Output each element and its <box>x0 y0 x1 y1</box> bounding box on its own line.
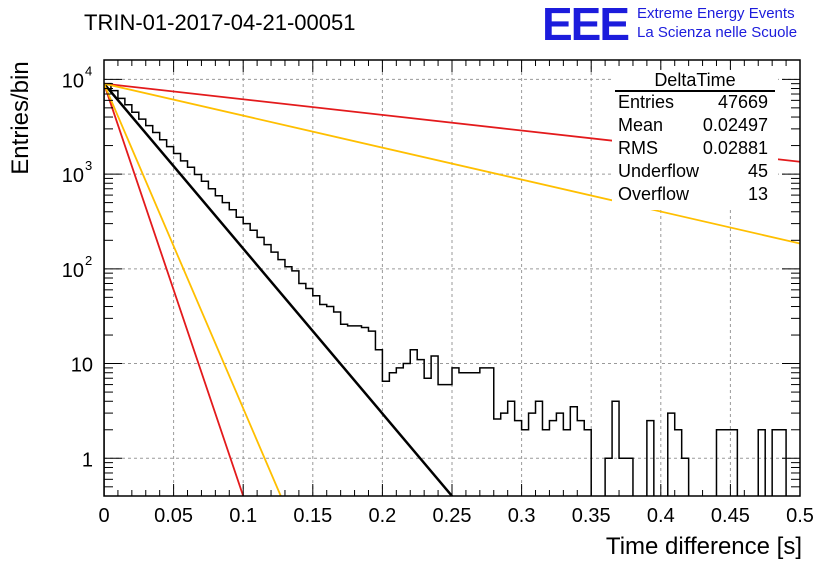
x-tick-label: 0.4 <box>647 505 675 527</box>
y-tick-label: 10 <box>62 70 84 92</box>
y-tick-label: 1 <box>82 449 93 471</box>
y-axis-label-wrap: Entries/bin <box>6 48 36 188</box>
stats-title: DeltaTime <box>654 70 736 90</box>
x-tick-label: 0.2 <box>368 505 396 527</box>
y-tick-exponent: 3 <box>85 158 92 173</box>
stats-key: Entries <box>618 92 675 112</box>
y-tick-label: 10 <box>71 355 93 377</box>
logo-caption-line1: Extreme Energy Events <box>637 5 795 22</box>
fit-curve-1 <box>104 82 245 496</box>
y-axis-label: Entries/bin <box>7 61 34 175</box>
fit-curve-4 <box>104 82 800 245</box>
x-tick-label: 0.35 <box>572 505 611 527</box>
histogram-outline <box>104 82 787 496</box>
x-tick-label: 0.05 <box>154 505 193 527</box>
stats-value: 0.02881 <box>702 138 768 158</box>
stats-row-overflow: Overflow 13 <box>618 184 776 208</box>
stats-divider <box>615 90 775 92</box>
stats-row-rms: RMS 0.02881 <box>618 138 776 162</box>
chart-title: TRIN-01-2017-04-21-00051 <box>84 10 356 35</box>
stats-row-underflow: Underflow 45 <box>618 161 776 185</box>
x-tick-label: 0.1 <box>229 505 257 527</box>
stats-key: Overflow <box>618 184 690 204</box>
stats-value: 0.02497 <box>702 115 768 135</box>
y-tick-label: 10 <box>62 165 84 187</box>
stats-box: DeltaTime Entries 47669 Mean 0.02497 RMS… <box>612 70 778 210</box>
y-tick-exponent: 2 <box>85 253 92 268</box>
histogram <box>104 82 787 496</box>
x-tick-label: 0.3 <box>508 505 536 527</box>
logo-caption: Extreme Energy Events La Scienza nelle S… <box>637 4 797 42</box>
stats-key: RMS <box>618 138 658 158</box>
x-axis-label: Time difference [s] <box>605 533 802 560</box>
eee-logo: EEE <box>542 0 630 50</box>
x-tick-label: 0.25 <box>433 505 472 527</box>
y-tick-exponent: 4 <box>85 63 92 78</box>
stats-value: 45 <box>747 161 768 181</box>
x-tick-label: 0.15 <box>293 505 332 527</box>
x-tick-label: 0.45 <box>711 505 750 527</box>
stats-key: Mean <box>618 115 664 135</box>
fit-curve-0 <box>104 82 454 496</box>
stats-row-entries: Entries 47669 <box>618 92 776 116</box>
logo-caption-line2: La Scienza nelle Scuole <box>637 24 798 41</box>
fit-curve-3 <box>104 82 282 496</box>
x-tick-label: 0 <box>98 505 109 527</box>
stats-key: Underflow <box>618 161 700 181</box>
stats-value: 13 <box>747 184 768 204</box>
axis-ticks <box>103 60 801 497</box>
x-tick-label: 0.5 <box>786 505 814 527</box>
stats-row-mean: Mean 0.02497 <box>618 115 776 139</box>
y-tick-label: 10 <box>62 260 84 282</box>
stats-value: 47669 <box>717 92 768 112</box>
x-tick-labels: 0 0.05 0.1 0.15 0.2 0.25 0.3 0.35 0.4 0.45 0.5 <box>98 505 813 527</box>
